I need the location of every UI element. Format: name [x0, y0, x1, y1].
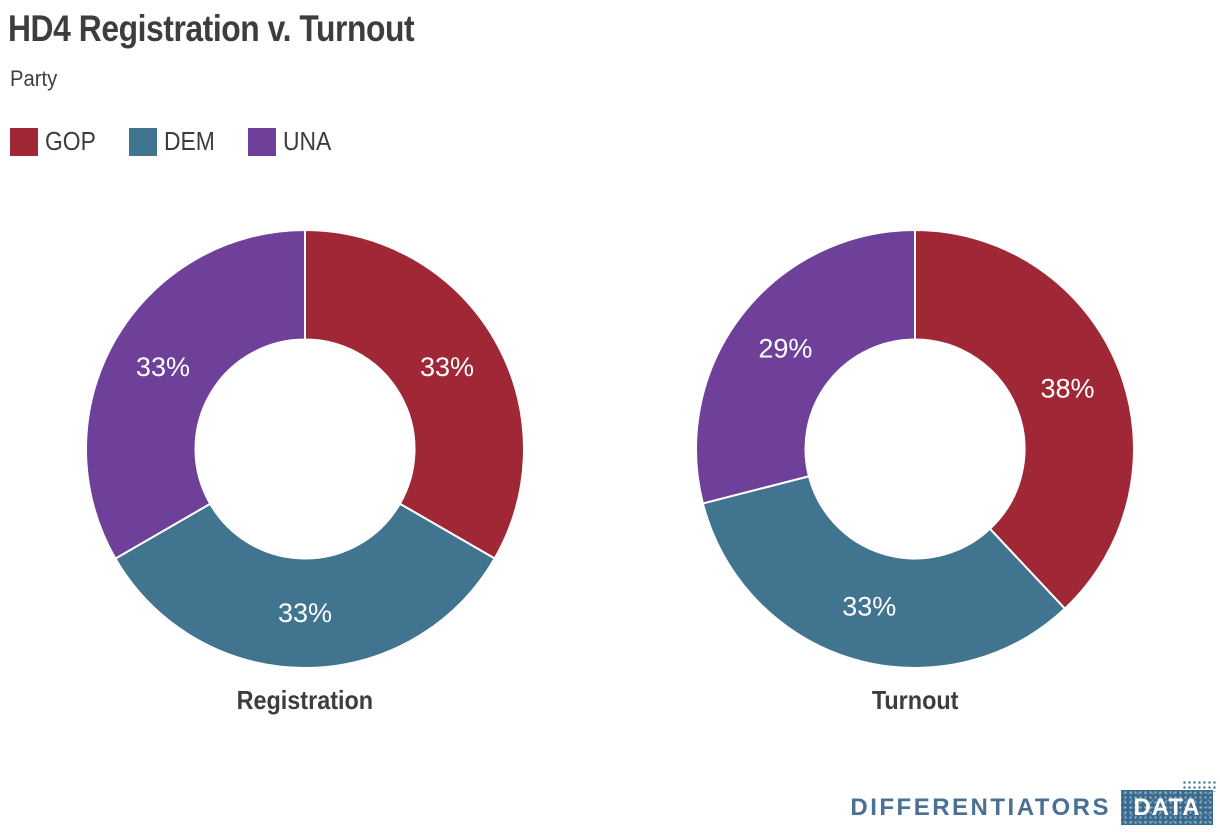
donut-slice-una[interactable] — [85, 229, 306, 560]
slice-percent-label: 38% — [1040, 374, 1094, 404]
turnout-chart: 38% 33% 29% Turnout — [610, 229, 1220, 716]
data-logo-label: DATA — [1133, 793, 1201, 821]
donut-slice-dem[interactable] — [701, 475, 1067, 669]
una-swatch-icon — [247, 127, 276, 156]
donut-slice-gop[interactable] — [914, 229, 1135, 611]
chart-caption-turnout: Turnout — [871, 685, 959, 715]
registration-donut-chart: 33% 33% 33% — [85, 229, 525, 669]
registration-chart: 33% 33% 33% Registration — [0, 229, 610, 716]
slice-percent-label: 33% — [136, 352, 190, 382]
donut-slice-dem[interactable] — [114, 502, 497, 669]
charts-row: 33% 33% 33% Registration 38% 33% 29% Turnout — [0, 229, 1220, 716]
differentiators-wordmark: DIFFERENTIATORS — [850, 793, 1111, 821]
legend-item-label: GOP — [45, 126, 96, 156]
gop-swatch-icon — [10, 127, 38, 156]
legend-item-label: UNA — [282, 126, 331, 156]
page-title: HD4 Registration v. Turnout — [8, 8, 415, 49]
legend-item-label: DEM — [163, 126, 215, 156]
legend-item-una[interactable]: UNA — [247, 126, 338, 157]
slice-percent-label: 29% — [758, 333, 812, 363]
chart-caption-registration: Registration — [236, 685, 374, 715]
data-logo: DATA — [1121, 780, 1216, 825]
dem-swatch-icon — [128, 127, 157, 156]
turnout-donut-chart: 38% 33% 29% — [695, 229, 1135, 669]
donut-slice-una[interactable] — [695, 229, 916, 505]
donut-slice-gop[interactable] — [304, 229, 525, 560]
legend: GOP DEM UNA — [10, 126, 337, 157]
branding: DIFFERENTIATORS DATA — [850, 780, 1216, 825]
slice-percent-label: 33% — [420, 352, 474, 382]
legend-item-gop[interactable]: GOP — [10, 126, 103, 157]
legend-title: Party — [10, 66, 58, 91]
slice-percent-label: 33% — [842, 591, 896, 621]
legend-item-dem[interactable]: DEM — [128, 126, 222, 157]
slice-percent-label: 33% — [278, 598, 332, 628]
